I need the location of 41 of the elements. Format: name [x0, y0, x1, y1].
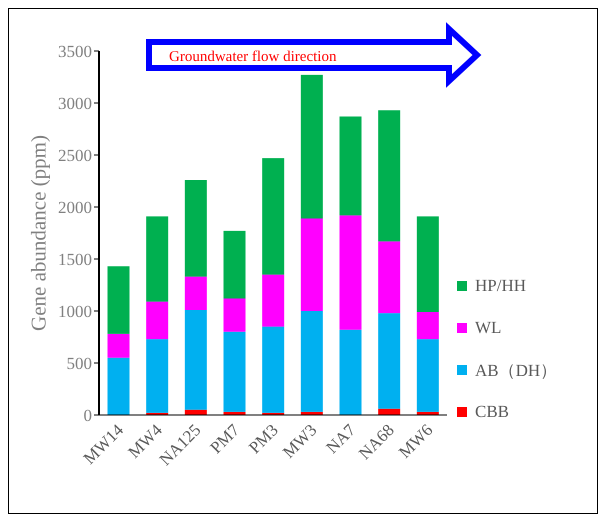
- bar: [416, 312, 439, 340]
- legend-label: HP/HH: [475, 276, 526, 296]
- bar: [340, 215, 362, 330]
- bar: [184, 276, 207, 310]
- bar: [300, 74, 323, 218]
- bar: [184, 310, 207, 410]
- bar: [108, 266, 130, 334]
- bar: [378, 313, 400, 409]
- bar: [416, 339, 439, 412]
- y-tick-label: 3000: [58, 94, 92, 114]
- y-tick-label: 2500: [58, 146, 92, 166]
- bar: [146, 302, 168, 340]
- bar: [262, 274, 284, 327]
- legend-label: AB（DH）: [475, 360, 558, 382]
- bar: [224, 332, 246, 412]
- y-tick-label: 3500: [58, 42, 92, 62]
- bar: [224, 298, 246, 332]
- bar: [108, 358, 130, 415]
- annotation: Groundwater flow direction: [169, 49, 337, 65]
- bar: [378, 110, 400, 242]
- y-tick-label: 2000: [58, 198, 92, 218]
- bar: [378, 241, 400, 314]
- legend-label: WL: [475, 318, 502, 338]
- bar: [146, 216, 168, 302]
- bar: [262, 326, 284, 413]
- bar: [108, 334, 130, 358]
- bar: [184, 180, 207, 277]
- y-tick-label: 1500: [58, 250, 92, 270]
- bar: [262, 158, 284, 275]
- bar: [224, 230, 246, 299]
- legend-label: CBB: [475, 402, 510, 422]
- bar: [146, 339, 168, 413]
- bar: [300, 218, 323, 311]
- y-axis-title: Gene abundance (ppm): [26, 135, 50, 331]
- bar: [300, 311, 323, 412]
- bar: [340, 330, 362, 415]
- y-tick-label: 0: [84, 406, 92, 426]
- y-tick-label: 500: [66, 354, 92, 374]
- bar: [340, 116, 362, 216]
- bar: [416, 216, 439, 312]
- y-tick-label: 1000: [58, 302, 92, 322]
